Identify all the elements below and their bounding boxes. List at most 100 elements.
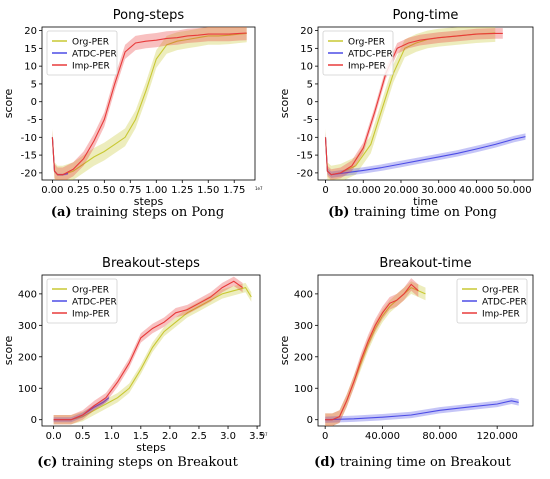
chart-breakout-time: Breakout-time 0 100 200 300 400 0 40.000 80.000 1… bbox=[278, 256, 534, 442]
x-tick-label: 30.000 bbox=[421, 185, 456, 196]
x-tick-label: 0 bbox=[322, 431, 328, 442]
y-tick-label: -20 bbox=[297, 168, 313, 179]
y-tick-label: 0 bbox=[307, 97, 313, 108]
series-line-imp-per bbox=[51, 32, 247, 176]
x-tick-label: 2.0 bbox=[162, 431, 178, 442]
x-tick-label: 0.25 bbox=[67, 185, 89, 196]
y-tick-label: 5 bbox=[31, 79, 37, 90]
x-tick-label: 0.75 bbox=[119, 185, 141, 196]
caption-d-text: training time on Breakout bbox=[339, 455, 511, 470]
series-line-org-per bbox=[53, 286, 252, 421]
x-axis-label: time bbox=[413, 195, 438, 208]
y-tick-label: 10 bbox=[24, 62, 37, 73]
caption-b-text: training time on Pong bbox=[353, 205, 497, 220]
y-tick-label: -10 bbox=[297, 133, 313, 144]
x-scale-note: 1e7 bbox=[260, 432, 268, 437]
y-tick-label: -20 bbox=[21, 168, 37, 179]
legend: Org-PER ATDC-PER Imp-PER bbox=[322, 30, 394, 76]
series-line-imp-per bbox=[53, 280, 243, 421]
chart-title: Pong-steps bbox=[113, 8, 185, 23]
series-band-imp-per bbox=[325, 278, 419, 426]
series-line-atdc-per bbox=[325, 400, 519, 421]
caption-d-letter: (d) bbox=[314, 455, 336, 470]
y-tick-label: 200 bbox=[294, 352, 313, 363]
x-tick-label: 10.000 bbox=[346, 185, 381, 196]
x-tick-label: 2.5 bbox=[191, 431, 207, 442]
x-tick-label: 3.0 bbox=[220, 431, 236, 442]
y-tick-label: -5 bbox=[303, 115, 313, 126]
x-tick-label: 0.5 bbox=[75, 431, 91, 442]
series-line-imp-per bbox=[325, 283, 419, 421]
caption-d: (d) training time on Breakout bbox=[275, 455, 550, 470]
plot-frame bbox=[317, 26, 534, 181]
y-tick-label: -15 bbox=[21, 151, 37, 162]
series-band-imp-per bbox=[53, 276, 243, 425]
legend: Org-PER ATDC-PER Imp-PER bbox=[46, 278, 118, 324]
legend-label-atdc-per: ATDC-PER bbox=[72, 50, 117, 60]
x-axis-label: steps bbox=[136, 441, 166, 454]
legend-label-atdc-per: ATDC-PER bbox=[482, 298, 527, 308]
y-tick-label: -5 bbox=[27, 115, 37, 126]
x-tick-label: 80.000 bbox=[422, 431, 457, 442]
y-tick-label: 400 bbox=[18, 289, 37, 300]
plot-frame bbox=[41, 274, 261, 427]
legend-label-atdc-per: ATDC-PER bbox=[72, 298, 117, 308]
x-tick-label: 0.0 bbox=[46, 431, 62, 442]
y-axis-label: score bbox=[278, 88, 291, 118]
caption-a: (a) training steps on Pong bbox=[0, 205, 275, 220]
x-tick-label: 50.000 bbox=[497, 185, 532, 196]
x-tick-label: 120.000 bbox=[476, 431, 517, 442]
legend-label-org-per: Org-PER bbox=[72, 38, 109, 48]
y-tick-label: 200 bbox=[18, 352, 37, 363]
plot-frame bbox=[317, 274, 534, 427]
x-tick-label: 1.25 bbox=[171, 185, 193, 196]
y-tick-label: 20 bbox=[24, 26, 37, 37]
legend-label-org-per: Org-PER bbox=[72, 286, 109, 296]
caption-c: (c) training steps on Breakout bbox=[0, 455, 275, 470]
chart-title: Pong-time bbox=[393, 8, 459, 23]
legend-label-org-per: Org-PER bbox=[482, 286, 519, 296]
y-tick-label: 0 bbox=[307, 415, 313, 426]
plot-frame bbox=[41, 26, 256, 181]
x-tick-label: 3.5 bbox=[249, 431, 265, 442]
legend-box bbox=[456, 278, 528, 324]
y-tick-label: 300 bbox=[18, 321, 37, 332]
legend: Org-PER ATDC-PER Imp-PER bbox=[46, 30, 118, 76]
chart-breakout-steps: Breakout-steps 0 100 200 300 400 0.0 0.5 1.0 1.5 2… bbox=[2, 256, 268, 454]
legend-box bbox=[46, 278, 118, 324]
y-tick-label: 100 bbox=[294, 384, 313, 395]
x-tick-label: 1.5 bbox=[133, 431, 149, 442]
x-axis-label: steps bbox=[134, 195, 164, 208]
legend-label-atdc-per: ATDC-PER bbox=[348, 50, 393, 60]
series-area bbox=[51, 27, 247, 180]
y-tick-label: 5 bbox=[307, 79, 313, 90]
y-tick-label: 10 bbox=[300, 62, 313, 73]
series-band-org-per bbox=[325, 281, 426, 426]
chart-title: Breakout-time bbox=[379, 256, 471, 271]
x-tick-label: 20.000 bbox=[383, 185, 418, 196]
x-scale-note: 1e7 bbox=[255, 186, 263, 191]
y-axis-label: score bbox=[2, 335, 15, 365]
y-tick-label: 0 bbox=[31, 97, 37, 108]
chart-pong-steps: Pong-steps -20 -15 -10 -5 0 5 10 15 20 0.00 0.25 0.5… bbox=[2, 8, 263, 208]
legend-label-org-per: Org-PER bbox=[348, 38, 385, 48]
caption-c-letter: (c) bbox=[37, 455, 58, 470]
y-tick-label: 20 bbox=[300, 26, 313, 37]
y-tick-label: 15 bbox=[24, 44, 37, 55]
chart-title: Breakout-steps bbox=[102, 256, 200, 271]
series-line-org-per bbox=[325, 286, 426, 421]
caption-c-text: training steps on Breakout bbox=[61, 455, 238, 470]
y-tick-label: 15 bbox=[300, 44, 313, 55]
x-tick-label: 40.000 bbox=[365, 431, 400, 442]
x-tick-label: 0.50 bbox=[93, 185, 115, 196]
x-tick-label: 1.75 bbox=[223, 185, 245, 196]
series-area bbox=[53, 276, 252, 425]
legend-label-imp-per: Imp-PER bbox=[72, 310, 110, 320]
legend-box bbox=[322, 30, 394, 76]
y-tick-label: -10 bbox=[21, 133, 37, 144]
y-axis-label: score bbox=[2, 88, 15, 118]
x-tick-label: 0.00 bbox=[41, 185, 63, 196]
y-tick-label: 300 bbox=[294, 321, 313, 332]
caption-a-text: training steps on Pong bbox=[75, 205, 225, 220]
